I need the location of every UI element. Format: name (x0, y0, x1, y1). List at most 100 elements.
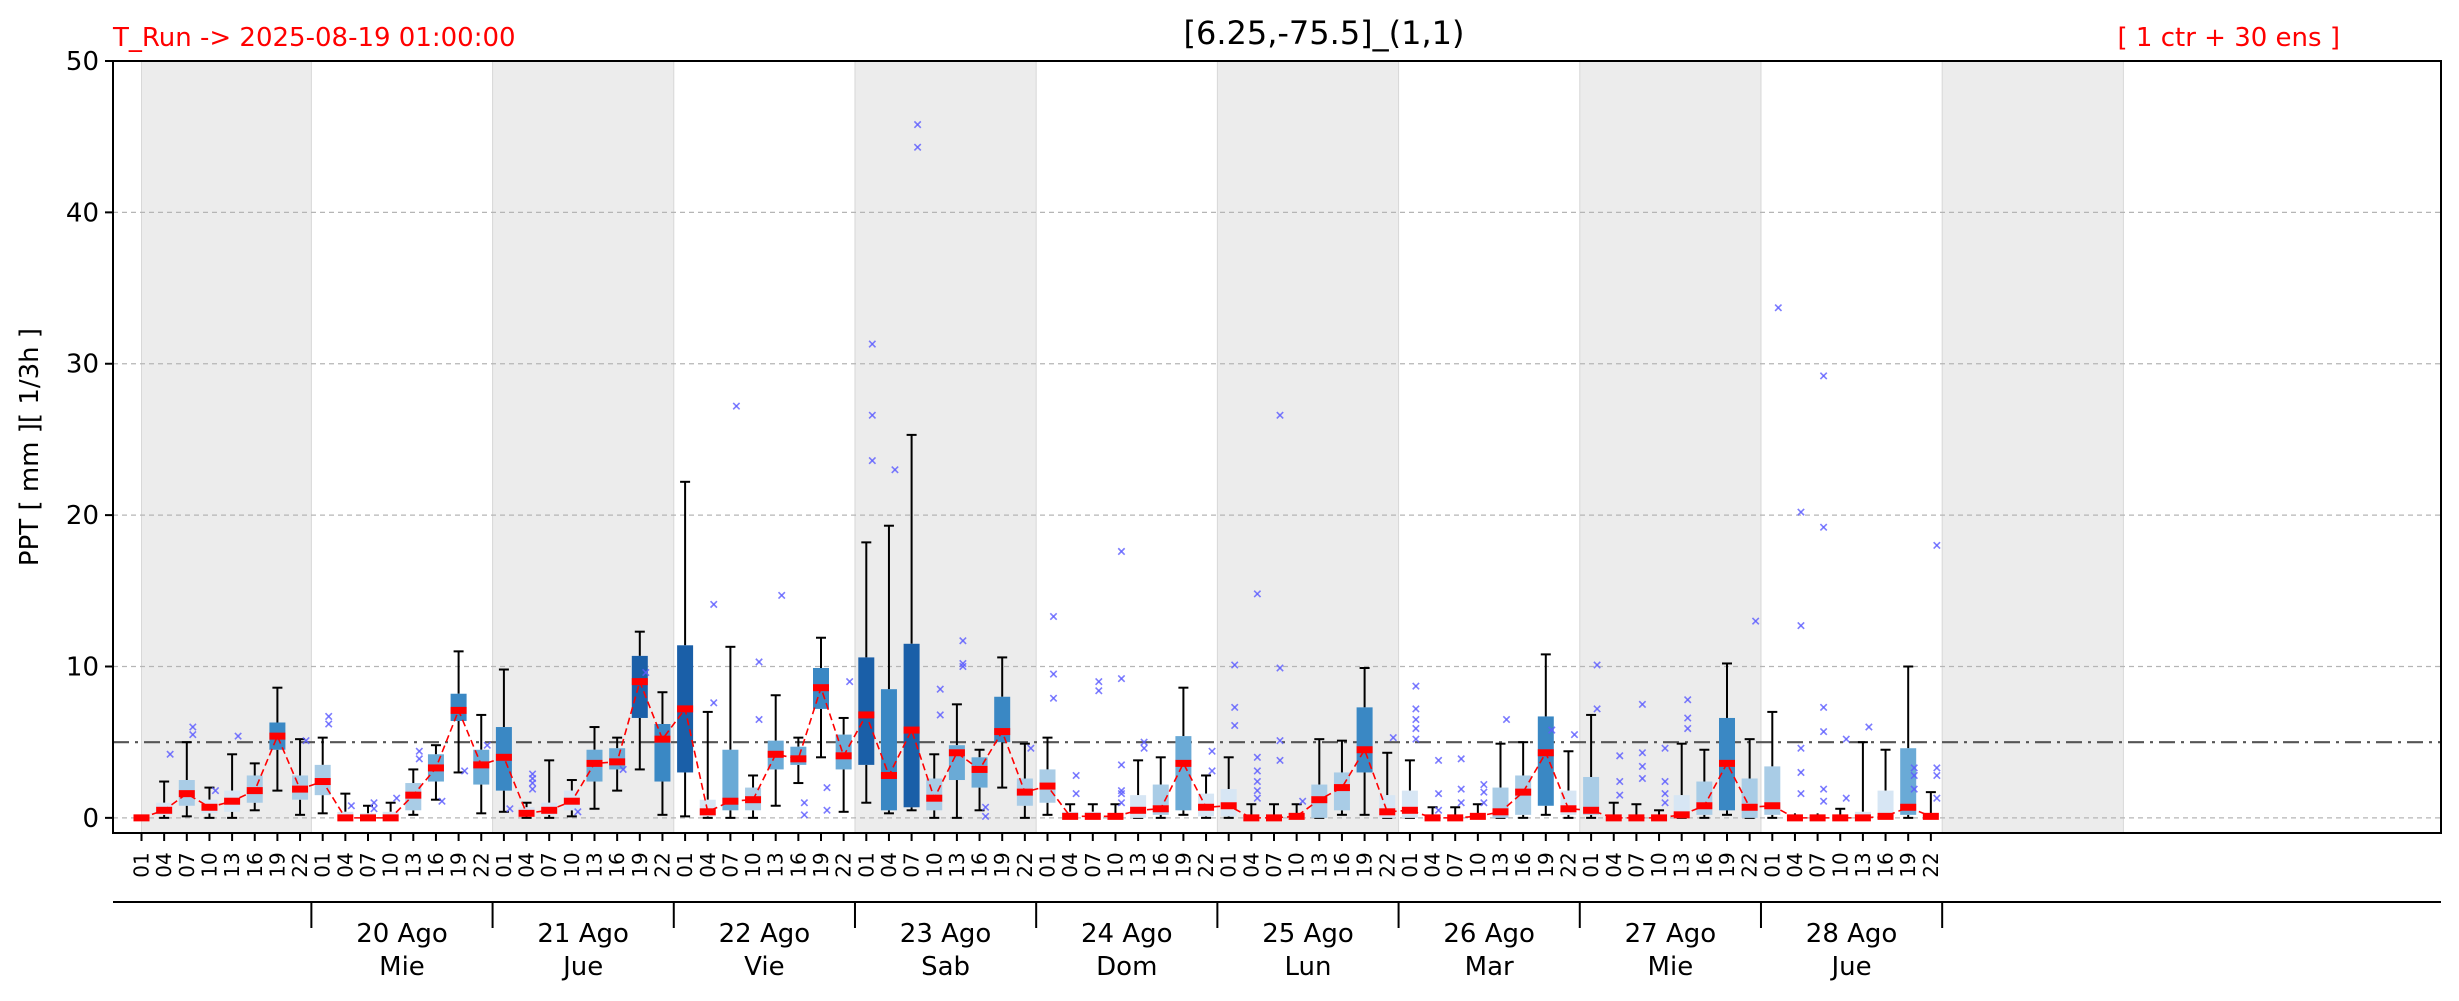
outlier (1027, 744, 1035, 752)
median-marker (1537, 749, 1554, 757)
outlier-stroke (1457, 755, 1465, 763)
outlier-stroke (1819, 703, 1828, 712)
x-tick-label: 22 (1556, 852, 1580, 877)
x-axis-hours: 0104071013161922010407101316192201040710… (130, 833, 1943, 878)
median-marker (473, 761, 490, 769)
ensemble-members-label: [ 1 ctr + 30 ens ] (2118, 23, 2341, 53)
outlier-stroke (324, 720, 333, 728)
outlier-stroke (1117, 761, 1126, 769)
outlier-stroke (1072, 771, 1080, 780)
median-marker (1243, 814, 1260, 822)
outlier-stroke (1933, 764, 1941, 772)
day-date-label: 21 Ago (537, 919, 629, 949)
box-46 (1175, 686, 1192, 816)
outlier (1797, 508, 1805, 516)
median-marker (178, 790, 195, 798)
x-tick-label: 19 (265, 852, 289, 877)
day-weekday-label: Jue (561, 952, 603, 982)
outlier-stroke (1480, 780, 1488, 789)
run-time-label: T_Run -> 2025-08-19 01:00:00 (112, 23, 516, 53)
outlier (1570, 730, 1579, 739)
outlier (528, 770, 537, 778)
outlier (1117, 761, 1126, 769)
outlier-stroke (936, 711, 945, 719)
outlier (1095, 686, 1103, 695)
outlier (392, 794, 401, 802)
outlier (981, 812, 990, 821)
median-marker (903, 726, 920, 734)
control-median-line (133, 678, 1939, 822)
day-band (1579, 60, 1762, 834)
x-tick-label: 01 (1217, 852, 1241, 877)
outlier (1389, 733, 1398, 742)
outlier (845, 677, 854, 686)
outlier-stroke (1638, 700, 1647, 709)
x-tick-label: 01 (1036, 852, 1060, 877)
x-tick-label: 16 (605, 852, 629, 877)
outlier-stroke (1797, 744, 1805, 752)
median-marker (699, 808, 716, 816)
outlier (1049, 694, 1058, 703)
outlier-stroke (1140, 738, 1148, 746)
outlier (959, 636, 967, 645)
day-date-label: 22 Ago (719, 919, 811, 949)
outlier (1208, 747, 1216, 756)
median-marker (1084, 812, 1101, 820)
median-marker (1039, 782, 1056, 790)
median-marker (541, 806, 558, 814)
median-marker (1266, 814, 1282, 822)
outlier (1276, 664, 1284, 672)
outlier-stroke (1865, 723, 1873, 731)
outlier (506, 805, 514, 813)
outlier-stroke (1412, 724, 1420, 733)
y-tick-label: 20 (66, 501, 99, 531)
x-tick-label: 01 (1760, 852, 1784, 877)
box-body (903, 643, 920, 808)
x-tick-label: 10 (1828, 852, 1852, 877)
outlier-stroke (1933, 771, 1941, 780)
outlier (1593, 705, 1601, 713)
outlier-stroke (370, 805, 378, 813)
outlier-stroke (868, 411, 877, 419)
box-61 (1515, 741, 1532, 819)
outlier (1819, 785, 1828, 793)
x-tick-label: 16 (1874, 852, 1898, 877)
x-tick-label: 19 (990, 852, 1014, 877)
outlier-stroke (642, 668, 650, 677)
median-marker (224, 797, 241, 805)
outlier-stroke (1230, 703, 1239, 712)
box-body (994, 696, 1011, 743)
median-marker (1492, 808, 1509, 816)
outlier-stroke (1230, 721, 1239, 730)
median-marker (495, 753, 512, 761)
day-weekday-label: Lun (1284, 952, 1331, 982)
outlier-stroke (1230, 661, 1239, 669)
outlier (619, 765, 627, 774)
outlier (347, 801, 356, 810)
outlier-stroke (370, 798, 378, 807)
x-tick-label: 16 (243, 852, 267, 877)
median-marker (767, 750, 784, 758)
box-body (1175, 736, 1192, 811)
x-tick-label: 07 (537, 852, 561, 877)
x-tick-label: 07 (1081, 852, 1105, 877)
x-tick-label: 04 (1239, 852, 1263, 877)
median-marker (1673, 811, 1690, 819)
outlier-stroke (1095, 686, 1103, 695)
box-72 (1764, 710, 1781, 819)
outlier (1615, 777, 1624, 786)
median-marker (1447, 814, 1464, 822)
x-tick-label: 16 (1330, 852, 1354, 877)
median-marker (314, 778, 331, 786)
outlier-stroke (1253, 590, 1262, 598)
x-tick-label: 07 (356, 852, 380, 877)
outlier (1910, 771, 1918, 780)
outlier (1933, 764, 1941, 772)
outlier-stroke (823, 783, 831, 792)
outlier (800, 811, 809, 819)
x-tick-label: 04 (1602, 852, 1626, 877)
outlier-stroke (981, 803, 990, 812)
outlier (1095, 677, 1103, 686)
median-marker (1379, 808, 1396, 816)
median-marker (1786, 814, 1803, 822)
